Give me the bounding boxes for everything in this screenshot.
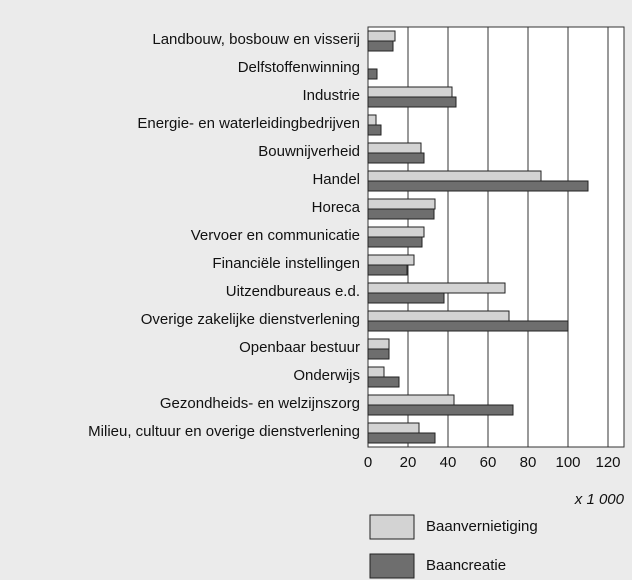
legend-swatch [369,553,415,579]
bar [367,366,385,378]
bar [367,208,435,220]
bar [367,282,506,294]
bar [367,422,420,434]
bar [367,320,569,332]
y-tick-label: Overige zakelijke dienstverlening [141,311,360,328]
bar [367,142,422,154]
bar [367,348,390,360]
bar [367,124,382,136]
bar [367,292,445,304]
y-tick-label: Uitzendbureaus e.d. [226,283,360,300]
y-tick-label: Openbaar bestuur [239,339,360,356]
bar [367,170,542,182]
y-tick-label: Horeca [312,199,361,216]
bar [367,180,589,192]
bar [367,404,514,416]
bar [367,264,408,276]
bar [367,96,457,108]
legend-label: Baanvernietiging [426,518,538,535]
bar [367,40,394,52]
x-tick-label: 0 [364,454,372,471]
x-tick-label: 60 [480,454,497,471]
legend-label: Baancreatie [426,557,506,574]
x-tick-label: 120 [595,454,620,471]
bar [367,152,425,164]
x-tick-label: 100 [555,454,580,471]
bar [367,68,378,80]
legend-swatch [369,514,415,540]
y-tick-label: Onderwijs [293,367,360,384]
y-tick-label: Industrie [302,87,360,104]
bar [367,114,377,126]
y-tick-label: Handel [312,171,360,188]
bar [367,310,510,322]
bar [367,198,436,210]
y-tick-label: Delfstoffenwinning [238,59,360,76]
bar [367,254,415,266]
y-tick-label: Gezondheids- en welzijnszorg [160,395,360,412]
bar [367,432,436,444]
y-tick-label: Bouwnijverheid [258,143,360,160]
bar [367,338,390,350]
y-tick-label: Vervoer en communicatie [191,227,360,244]
bar [367,30,396,42]
bar [367,394,455,406]
y-tick-label: Landbouw, bosbouw en visserij [152,31,360,48]
x-tick-label: 80 [520,454,537,471]
x-tick-label: 40 [440,454,457,471]
y-tick-label: Energie- en waterleidingbedrijven [137,115,360,132]
bar [367,376,400,388]
x-tick-label: 20 [400,454,417,471]
y-tick-label: Milieu, cultuur en overige dienstverleni… [88,423,360,440]
y-tick-label: Financiële instellingen [212,255,360,272]
bar [367,236,423,248]
bar [367,86,453,98]
unit-label: x 1 000 [574,491,625,508]
bar [367,226,425,238]
